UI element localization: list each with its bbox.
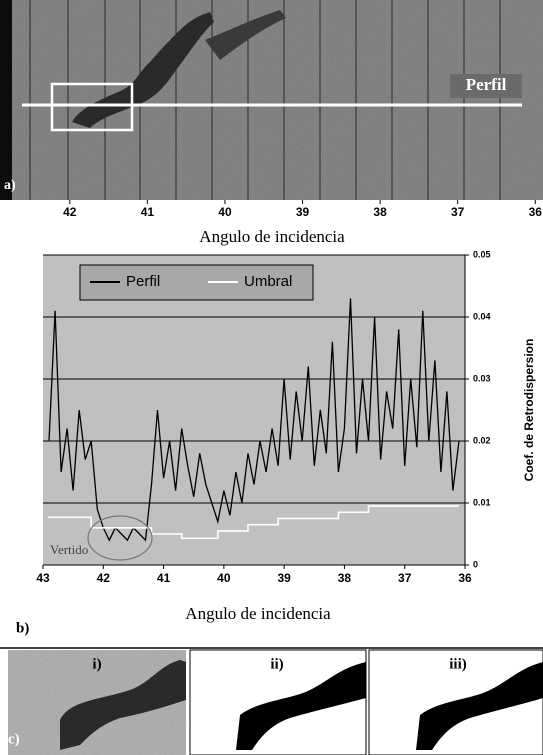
x-tick-label: 40	[218, 205, 232, 219]
panel-label: ii)	[270, 656, 283, 672]
annotation-ellipse	[87, 515, 153, 561]
profile-label: Perfil	[466, 75, 507, 94]
y-tick-label: 0.04	[473, 311, 491, 321]
y-tick-label: 0.05	[473, 249, 491, 259]
line-series	[48, 298, 460, 542]
legend-label: Umbral	[244, 273, 292, 290]
sar-image	[0, 0, 543, 200]
x-tick-label: 41	[141, 205, 155, 219]
y-tick-label: 0	[473, 559, 478, 569]
panel-label: i)	[92, 656, 101, 672]
x-tick-label: 42	[63, 205, 77, 219]
y-tick-label: 0.02	[473, 435, 491, 445]
x-tick-label: 41	[157, 571, 171, 585]
legend-label: Perfil	[126, 273, 160, 290]
x-tick-label: 36	[458, 571, 472, 585]
x-axis-title: Angulo de incidencia	[199, 227, 345, 246]
y-tick-label: 0.03	[473, 373, 491, 383]
panel-label: iii)	[449, 656, 467, 672]
panel-label: a)	[4, 178, 16, 193]
x-tick-label: 40	[217, 571, 231, 585]
x-tick-label: 38	[338, 571, 352, 585]
x-tick-label: 37	[398, 571, 412, 585]
x-tick-label: 39	[296, 205, 310, 219]
y-tick-label: 0.01	[473, 497, 491, 507]
annotation: Vertido	[50, 542, 88, 557]
x-tick-label: 36	[529, 205, 543, 219]
panel-label: b)	[16, 620, 29, 636]
thumbnail-images	[8, 649, 543, 755]
x-tick-label: 37	[451, 205, 465, 219]
x-tick-label: 42	[97, 571, 111, 585]
x-axis-title: Angulo de incidencia	[185, 604, 331, 623]
line-series	[47, 505, 459, 540]
plot-area	[43, 255, 465, 565]
x-tick-label: 38	[373, 205, 387, 219]
panel-label: c)	[8, 731, 20, 747]
y-axis-title: Coef. de Retrodispersion	[522, 339, 536, 482]
x-tick-label: 43	[36, 571, 50, 585]
x-tick-label: 39	[277, 571, 291, 585]
